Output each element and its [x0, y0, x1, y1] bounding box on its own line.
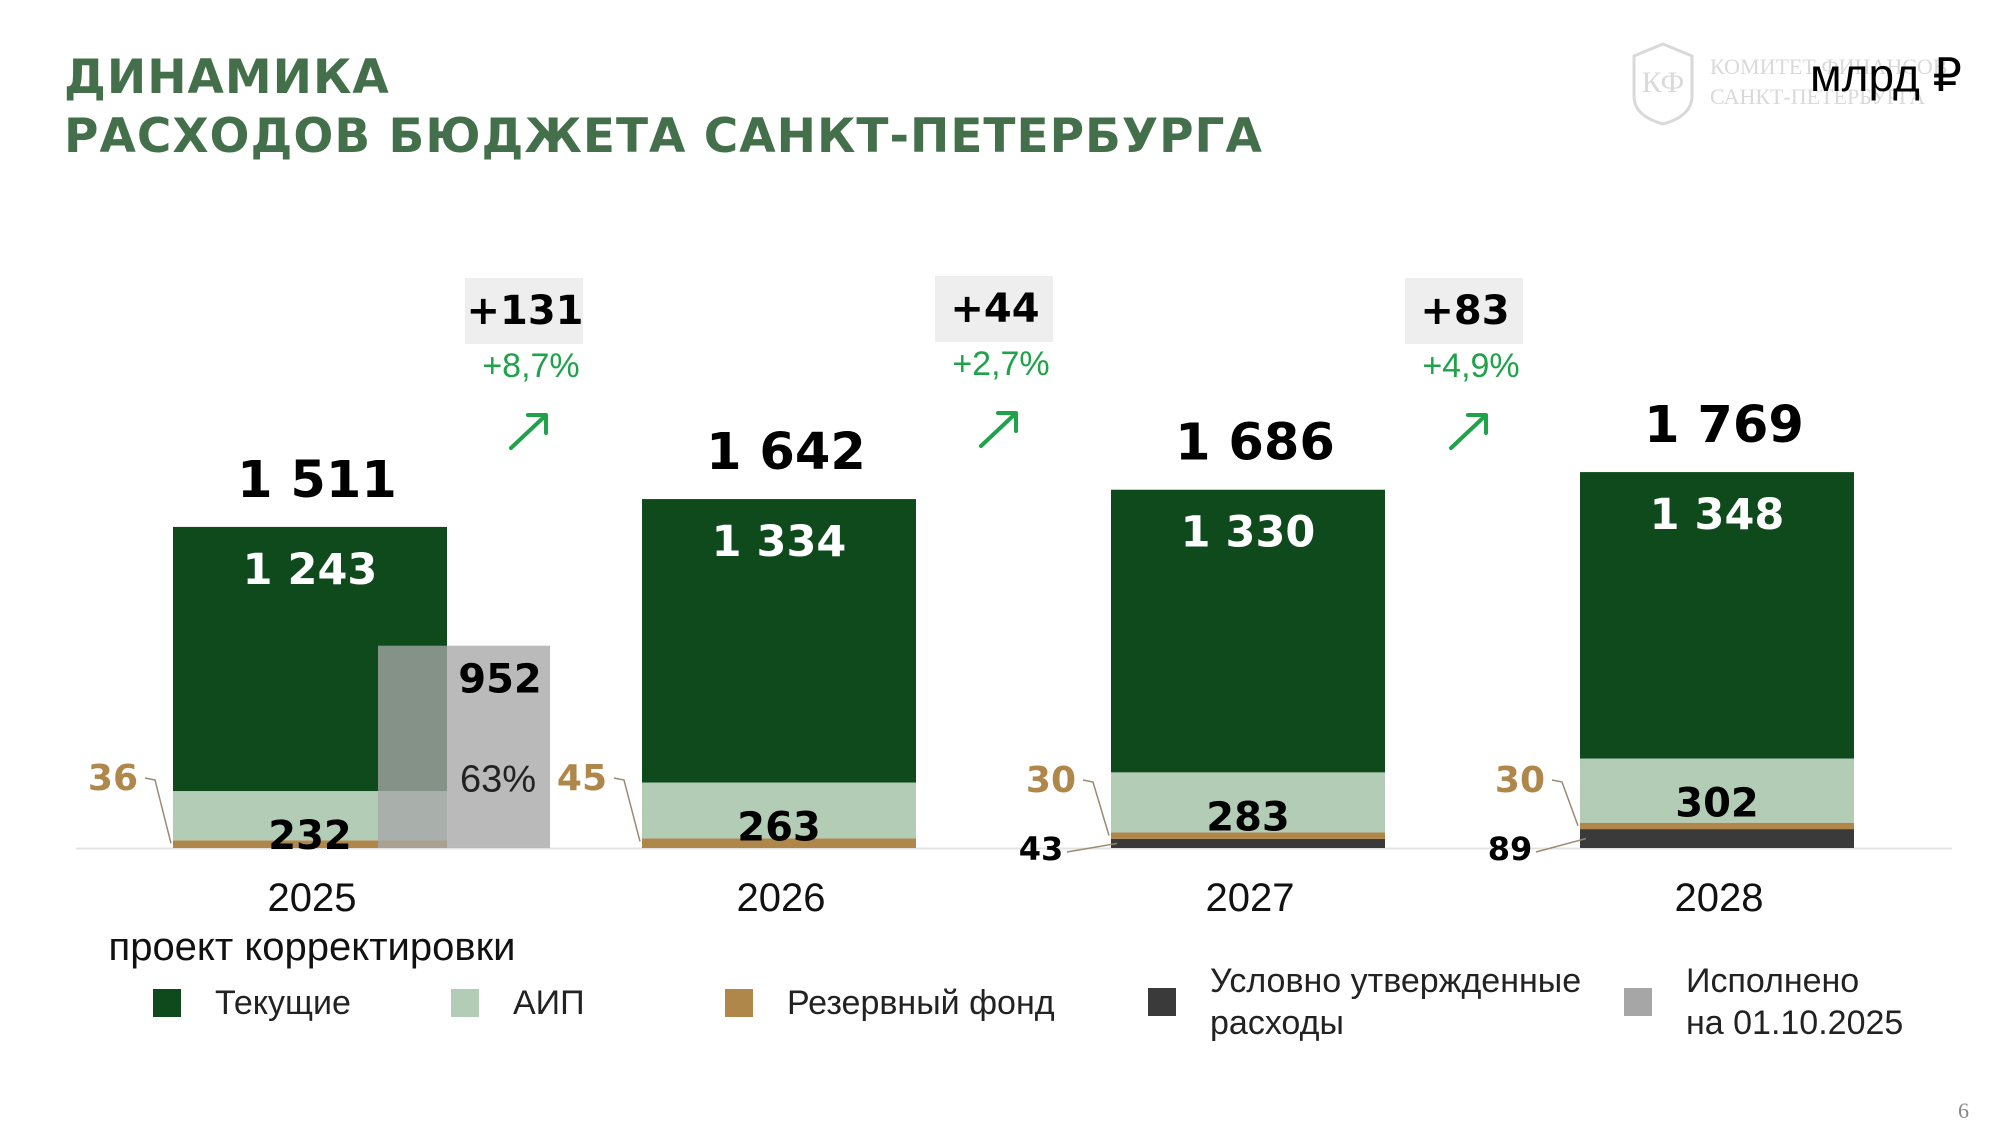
- legend-item-aip: АИП: [451, 982, 585, 1024]
- legend-item-current: Текущие: [153, 982, 351, 1024]
- current-label-2027: 1 330: [1181, 508, 1316, 558]
- x-tick-2027: 2027: [1206, 876, 1295, 920]
- growth-abs-2: +44: [950, 286, 1039, 332]
- x-tick-2028: 2028: [1675, 876, 1764, 920]
- chart-legend: Текущие АИП Резервный фонд Условно утвер…: [0, 960, 2000, 1070]
- aip-label-2028: 302: [1675, 781, 1759, 827]
- page-number: 6: [1958, 1098, 1969, 1123]
- bar-current-2026: [642, 499, 916, 783]
- logo-monogram: КФ: [1642, 66, 1684, 99]
- legend-label-conditional-line-1: Условно утвержденные: [1210, 962, 1582, 1000]
- reserve-label-2028: 30: [1495, 760, 1545, 801]
- total-label-2028: 1 769: [1644, 396, 1804, 455]
- bar-aip-2028: [1580, 758, 1854, 823]
- legend-label-current: Текущие: [215, 984, 351, 1022]
- bar-current-2027: [1111, 489, 1385, 773]
- current-label-2025: 1 243: [243, 545, 378, 595]
- executed-value-label: 952: [458, 657, 542, 703]
- legend-label-aip: АИП: [513, 984, 585, 1022]
- legend-label-conditional-line-2: расходы: [1210, 1004, 1344, 1042]
- reserve-label-2025: 36: [88, 758, 138, 799]
- conditional-leader-2027: [1066, 842, 1118, 853]
- bar-current-2028: [1580, 472, 1854, 759]
- growth-arrow-line-1: [509, 414, 547, 450]
- legend-item-reserve: Резервный фонд: [725, 982, 1055, 1024]
- reserve-leader-2026: [613, 777, 641, 842]
- bar-reserve-2025: [173, 840, 447, 848]
- slide-title: ДИНАМИКА РАСХОДОВ БЮДЖЕТА САНКТ-ПЕТЕРБУР…: [64, 48, 1263, 166]
- growth-arrow-icon-2: [996, 411, 1018, 433]
- legend-label-executed-line-1: Исполнено: [1686, 962, 1860, 1000]
- reserve-leader-2027: [1082, 779, 1110, 836]
- bar-executed-2025: [378, 645, 550, 848]
- total-label-2025: 1 511: [237, 451, 397, 510]
- logo-emblem-icon: КФ: [1632, 42, 1694, 126]
- reserve-leader-2025: [144, 777, 172, 844]
- growth-box-3: [1405, 278, 1523, 344]
- growth-abs-1: +131: [466, 288, 583, 334]
- legend-swatch-reserve: [725, 989, 753, 1017]
- growth-box-1: [465, 278, 583, 344]
- total-label-2027: 1 686: [1175, 414, 1335, 473]
- conditional-leader-2028: [1535, 837, 1587, 853]
- aip-label-2026: 263: [737, 805, 821, 851]
- title-line-2: РАСХОДОВ БЮДЖЕТА САНКТ-ПЕТЕРБУРГА: [64, 109, 1263, 164]
- bar-aip-2026: [642, 782, 916, 839]
- logo-line-2: САНКТ-ПЕТЕРБУРГА: [1710, 84, 1926, 109]
- legend-label-reserve: Резервный фонд: [787, 984, 1055, 1022]
- legend-swatch-aip: [451, 989, 479, 1017]
- legend-label-executed: Исполнено на 01.10.2025: [1686, 960, 1903, 1044]
- budget-chart: 1 511 1 243 232 36 2025 проект корректировки 1…: [76, 276, 1952, 969]
- bar-conditional-2027: [1111, 838, 1385, 848]
- bar-aip-2027: [1111, 772, 1385, 833]
- x-tick-2026: 2026: [737, 876, 826, 920]
- reserve-label-2027: 30: [1026, 760, 1076, 801]
- current-label-2028: 1 348: [1650, 490, 1785, 540]
- growth-abs-3: +83: [1420, 288, 1509, 334]
- growth-arrow-icon-3: [1466, 413, 1488, 435]
- legend-item-executed: Исполнено на 01.10.2025: [1624, 960, 1903, 1044]
- legend-swatch-executed: [1624, 988, 1652, 1016]
- committee-logo: КФ КОМИТЕТ ФИНАНСОВ САНКТ-ПЕТЕРБУРГА: [1628, 40, 1947, 130]
- bar-reserve-2028: [1580, 822, 1854, 830]
- growth-pct-3: +4,9%: [1422, 347, 1519, 385]
- bar-conditional-2028: [1580, 829, 1854, 848]
- unit-label: млрд ₽: [1810, 49, 1962, 101]
- growth-arrow-icon-1: [526, 413, 548, 435]
- legend-item-conditional: Условно утвержденные расходы: [1148, 960, 1581, 1044]
- logo-line-1: КОМИТЕТ ФИНАНСОВ: [1710, 54, 1948, 79]
- current-label-2026: 1 334: [712, 517, 847, 567]
- legend-label-executed-line-2: на 01.10.2025: [1686, 1004, 1904, 1042]
- reserve-label-2026: 45: [557, 758, 607, 799]
- aip-label-2027: 283: [1206, 794, 1290, 840]
- growth-pct-1: +8,7%: [482, 347, 579, 385]
- growth-pct-2: +2,7%: [952, 345, 1049, 383]
- bar-reserve-2027: [1111, 832, 1385, 839]
- x-sublabel-2025: проект корректировки: [109, 925, 516, 969]
- growth-arrow-line-3: [1449, 414, 1487, 450]
- legend-label-conditional: Условно утвержденные расходы: [1210, 960, 1581, 1044]
- x-tick-2025: 2025: [268, 876, 357, 920]
- reserve-leader-2028: [1551, 779, 1579, 826]
- aip-label-2025: 232: [268, 813, 352, 859]
- growth-arrow-line-2: [979, 412, 1017, 448]
- conditional-label-2028: 89: [1488, 830, 1533, 868]
- executed-share-label: 63%: [460, 759, 536, 801]
- total-label-2026: 1 642: [706, 423, 866, 482]
- legend-swatch-conditional: [1148, 988, 1176, 1016]
- title-line-1: ДИНАМИКА: [64, 50, 390, 105]
- legend-swatch-current: [153, 989, 181, 1017]
- conditional-label-2027: 43: [1019, 830, 1064, 868]
- growth-box-2: [935, 276, 1053, 342]
- bar-reserve-2026: [642, 838, 916, 848]
